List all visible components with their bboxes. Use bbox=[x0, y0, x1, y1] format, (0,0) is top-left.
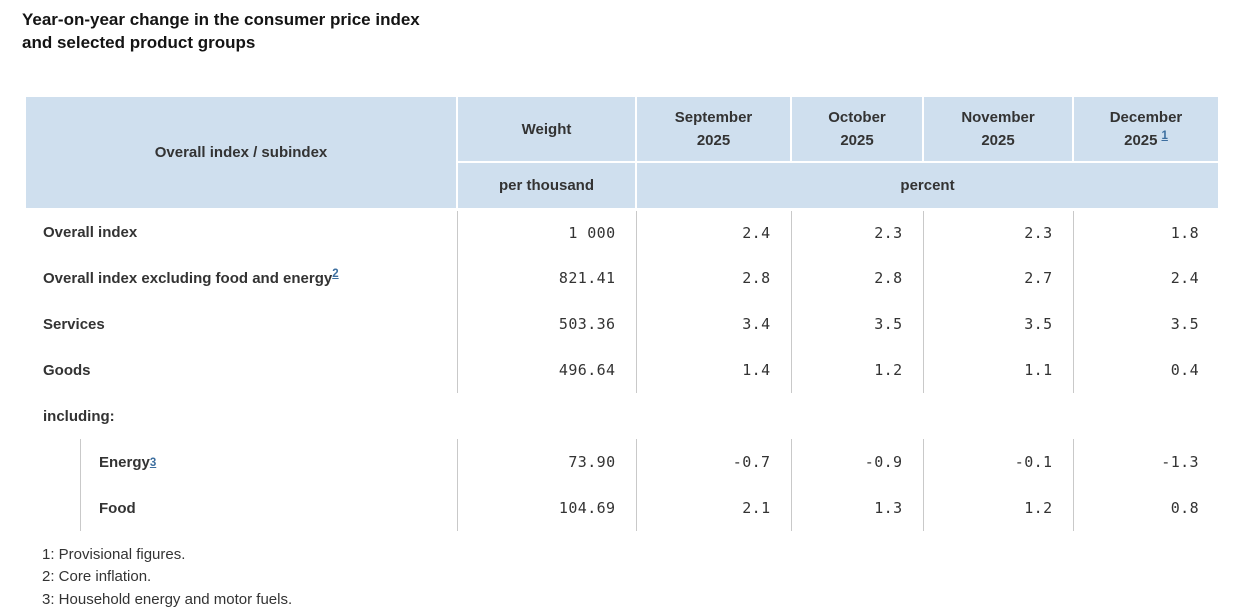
table-row-overall-index: Overall index 1 000 2.4 2.3 2.3 1.8 bbox=[25, 209, 1219, 255]
weight-cell: 73.90 bbox=[456, 439, 636, 485]
weight-cell: 104.69 bbox=[456, 485, 636, 531]
value-cell: 3.5 bbox=[790, 301, 923, 347]
row-label: Goods bbox=[43, 361, 91, 379]
value-cell: -1.3 bbox=[1072, 439, 1219, 485]
value-cell: 1.2 bbox=[790, 347, 923, 393]
footnote-line-3: 3: Household energy and motor fuels. bbox=[42, 590, 293, 608]
month-header-december: December 2025 1 bbox=[1072, 95, 1220, 163]
value-cell: 3.5 bbox=[1072, 301, 1219, 347]
row-label: Services bbox=[43, 315, 105, 333]
page-title-line1: Year-on-year change in the consumer pric… bbox=[22, 10, 420, 29]
weight-header: Weight bbox=[456, 95, 637, 163]
month-name: November bbox=[961, 109, 1035, 126]
value-cell: 2.7 bbox=[922, 255, 1073, 301]
table-row-energy: Energy 3 73.90 -0.7 -0.9 -0.1 -1.3 bbox=[25, 439, 1219, 485]
month-header-november: November 2025 bbox=[922, 95, 1074, 163]
table-row-including: including: bbox=[25, 393, 1219, 439]
weight-cell: 503.36 bbox=[456, 301, 636, 347]
section-label: including: bbox=[43, 407, 115, 425]
value-cell: 3.4 bbox=[635, 301, 791, 347]
value-cell: 0.8 bbox=[1072, 485, 1219, 531]
month-header-october: October 2025 bbox=[790, 95, 924, 163]
header-row-months: Overall index / subindex Weight Septembe… bbox=[24, 95, 1220, 211]
cpi-table: Overall index / subindex Weight Septembe… bbox=[24, 95, 1220, 531]
value-cell: -0.9 bbox=[790, 439, 923, 485]
value-cell: 2.8 bbox=[790, 255, 923, 301]
value-cell: 2.3 bbox=[790, 209, 923, 255]
table-row-services: Services 503.36 3.4 3.5 3.5 3.5 bbox=[25, 301, 1219, 347]
weight-cell: 821.41 bbox=[456, 255, 636, 301]
value-cell: -0.7 bbox=[635, 439, 791, 485]
footnote-line-2: 2: Core inflation. bbox=[42, 568, 152, 586]
month-year-with-footnote: 2025 1 bbox=[1124, 130, 1168, 149]
corner-header: Overall index / subindex bbox=[24, 95, 458, 211]
weight-unit-header: per thousand bbox=[456, 161, 637, 211]
month-year: 2025 bbox=[981, 132, 1015, 149]
month-year: 2025 bbox=[696, 132, 731, 149]
value-cell: -0.1 bbox=[922, 439, 1073, 485]
value-cell: 2.4 bbox=[1072, 255, 1219, 301]
page-title-line2: and selected product groups bbox=[22, 32, 256, 52]
value-cell: 2.8 bbox=[635, 255, 791, 301]
month-year: 2025 bbox=[840, 132, 874, 149]
table-row-food: Food 104.69 2.1 1.3 1.2 0.8 bbox=[25, 485, 1219, 531]
month-name: September bbox=[674, 109, 753, 126]
header-row-units: per thousand percent bbox=[25, 161, 1220, 211]
value-cell: 1.8 bbox=[1072, 209, 1219, 255]
table-row-goods: Goods 496.64 1.4 1.2 1.1 0.4 bbox=[25, 347, 1219, 393]
value-cell: 1.3 bbox=[790, 485, 923, 531]
cpi-table-container: Overall index / subindex Weight Septembe… bbox=[24, 95, 1220, 531]
value-cell: 2.4 bbox=[635, 209, 791, 255]
footnotes: 1: Provisional figures. 2: Core inflatio… bbox=[42, 544, 292, 611]
value-cell: 0.4 bbox=[1072, 347, 1219, 393]
value-cell: 2.1 bbox=[635, 485, 791, 531]
percent-unit-header: percent bbox=[635, 161, 1220, 211]
footnote-link-1[interactable]: 1 bbox=[1161, 130, 1168, 142]
value-cell: 3.5 bbox=[922, 301, 1073, 347]
row-label-indented: Energy 3 bbox=[25, 439, 457, 485]
month-header-september: September 2025 bbox=[635, 95, 792, 163]
value-cell: 1.1 bbox=[922, 347, 1073, 393]
month-name: December bbox=[1109, 109, 1183, 126]
footnote-line-1: 1: Provisional figures. bbox=[42, 546, 186, 563]
weight-cell: 496.64 bbox=[456, 347, 636, 393]
month-name: October bbox=[828, 109, 886, 126]
weight-cell: 1 000 bbox=[456, 209, 636, 255]
value-cell: 1.2 bbox=[922, 485, 1073, 531]
footnote-link-3[interactable]: 3 bbox=[149, 456, 157, 469]
value-cell: 2.3 bbox=[922, 209, 1073, 255]
value-cell: 1.4 bbox=[635, 347, 791, 393]
footnote-link-2[interactable]: 2 bbox=[332, 267, 339, 280]
row-label: Overall index bbox=[43, 224, 138, 242]
row-label: Overall index excluding food and energy2 bbox=[43, 267, 339, 287]
page-title: Year-on-year change in the consumer pric… bbox=[22, 9, 420, 54]
table-row-core-inflation: Overall index excluding food and energy2… bbox=[25, 255, 1219, 301]
row-label-indented: Food bbox=[25, 485, 457, 531]
